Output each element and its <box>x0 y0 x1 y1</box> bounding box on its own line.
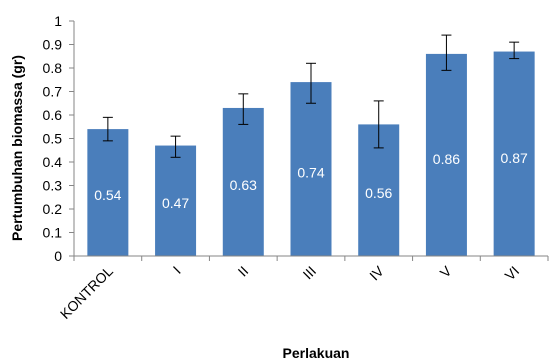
bar-ii <box>222 107 264 256</box>
x-tick-label: IV <box>366 262 387 283</box>
bars <box>87 51 535 257</box>
bar-kontrol <box>87 129 129 256</box>
bar-v <box>425 53 467 257</box>
data-label: 0.74 <box>297 165 324 181</box>
x-axis-title: Perlakuan <box>283 345 350 361</box>
bar-iii <box>290 82 332 256</box>
data-label: 0.63 <box>230 177 257 193</box>
y-tick-label: 0 <box>54 248 62 264</box>
y-tick-label: 0.2 <box>43 201 63 217</box>
bar-i <box>155 145 197 256</box>
y-tick-label: 0.1 <box>43 225 63 241</box>
error-bars <box>102 34 520 158</box>
y-tick-label: 0.5 <box>43 131 63 147</box>
y-axis-ticks: 0 0.1 0.2 0.3 0.4 0.5 0.6 0.7 0.8 0.9 1 <box>43 13 74 264</box>
y-tick-label: 0.6 <box>43 107 63 123</box>
data-label: 0.56 <box>365 185 392 201</box>
x-tick-label: VI <box>502 263 523 284</box>
error-bar <box>373 100 384 149</box>
data-label: 0.47 <box>162 195 189 211</box>
error-bar <box>441 34 452 71</box>
error-bar <box>170 135 181 158</box>
y-tick-label: 0.7 <box>43 84 63 100</box>
y-tick-label: 1 <box>54 13 62 29</box>
x-tick-label: III <box>300 263 320 283</box>
y-tick-label: 0.4 <box>43 154 63 170</box>
y-tick-label: 0.9 <box>43 37 63 53</box>
x-tick-label: V <box>437 262 455 280</box>
error-bar <box>102 116 113 142</box>
x-tick-label: KONTROL <box>57 263 116 322</box>
y-axis-title: Pertumbuhan biomassa (gr) <box>9 55 25 241</box>
x-tick-label: II <box>235 263 252 280</box>
x-tick-label: I <box>170 263 184 277</box>
y-tick-label: 0.3 <box>43 178 63 194</box>
x-axis-ticks: KONTROL I II III IV V VI <box>57 256 549 322</box>
data-label: 0.86 <box>433 151 460 167</box>
data-labels: 0.54 0.47 0.63 0.74 0.56 0.86 0.87 <box>94 150 528 211</box>
error-bar <box>306 62 316 104</box>
data-label: 0.54 <box>94 187 121 203</box>
data-label: 0.87 <box>501 150 528 166</box>
error-bar <box>238 93 249 125</box>
bar-vi <box>493 51 535 256</box>
y-tick-label: 0.8 <box>43 60 63 76</box>
error-bar <box>509 41 520 60</box>
